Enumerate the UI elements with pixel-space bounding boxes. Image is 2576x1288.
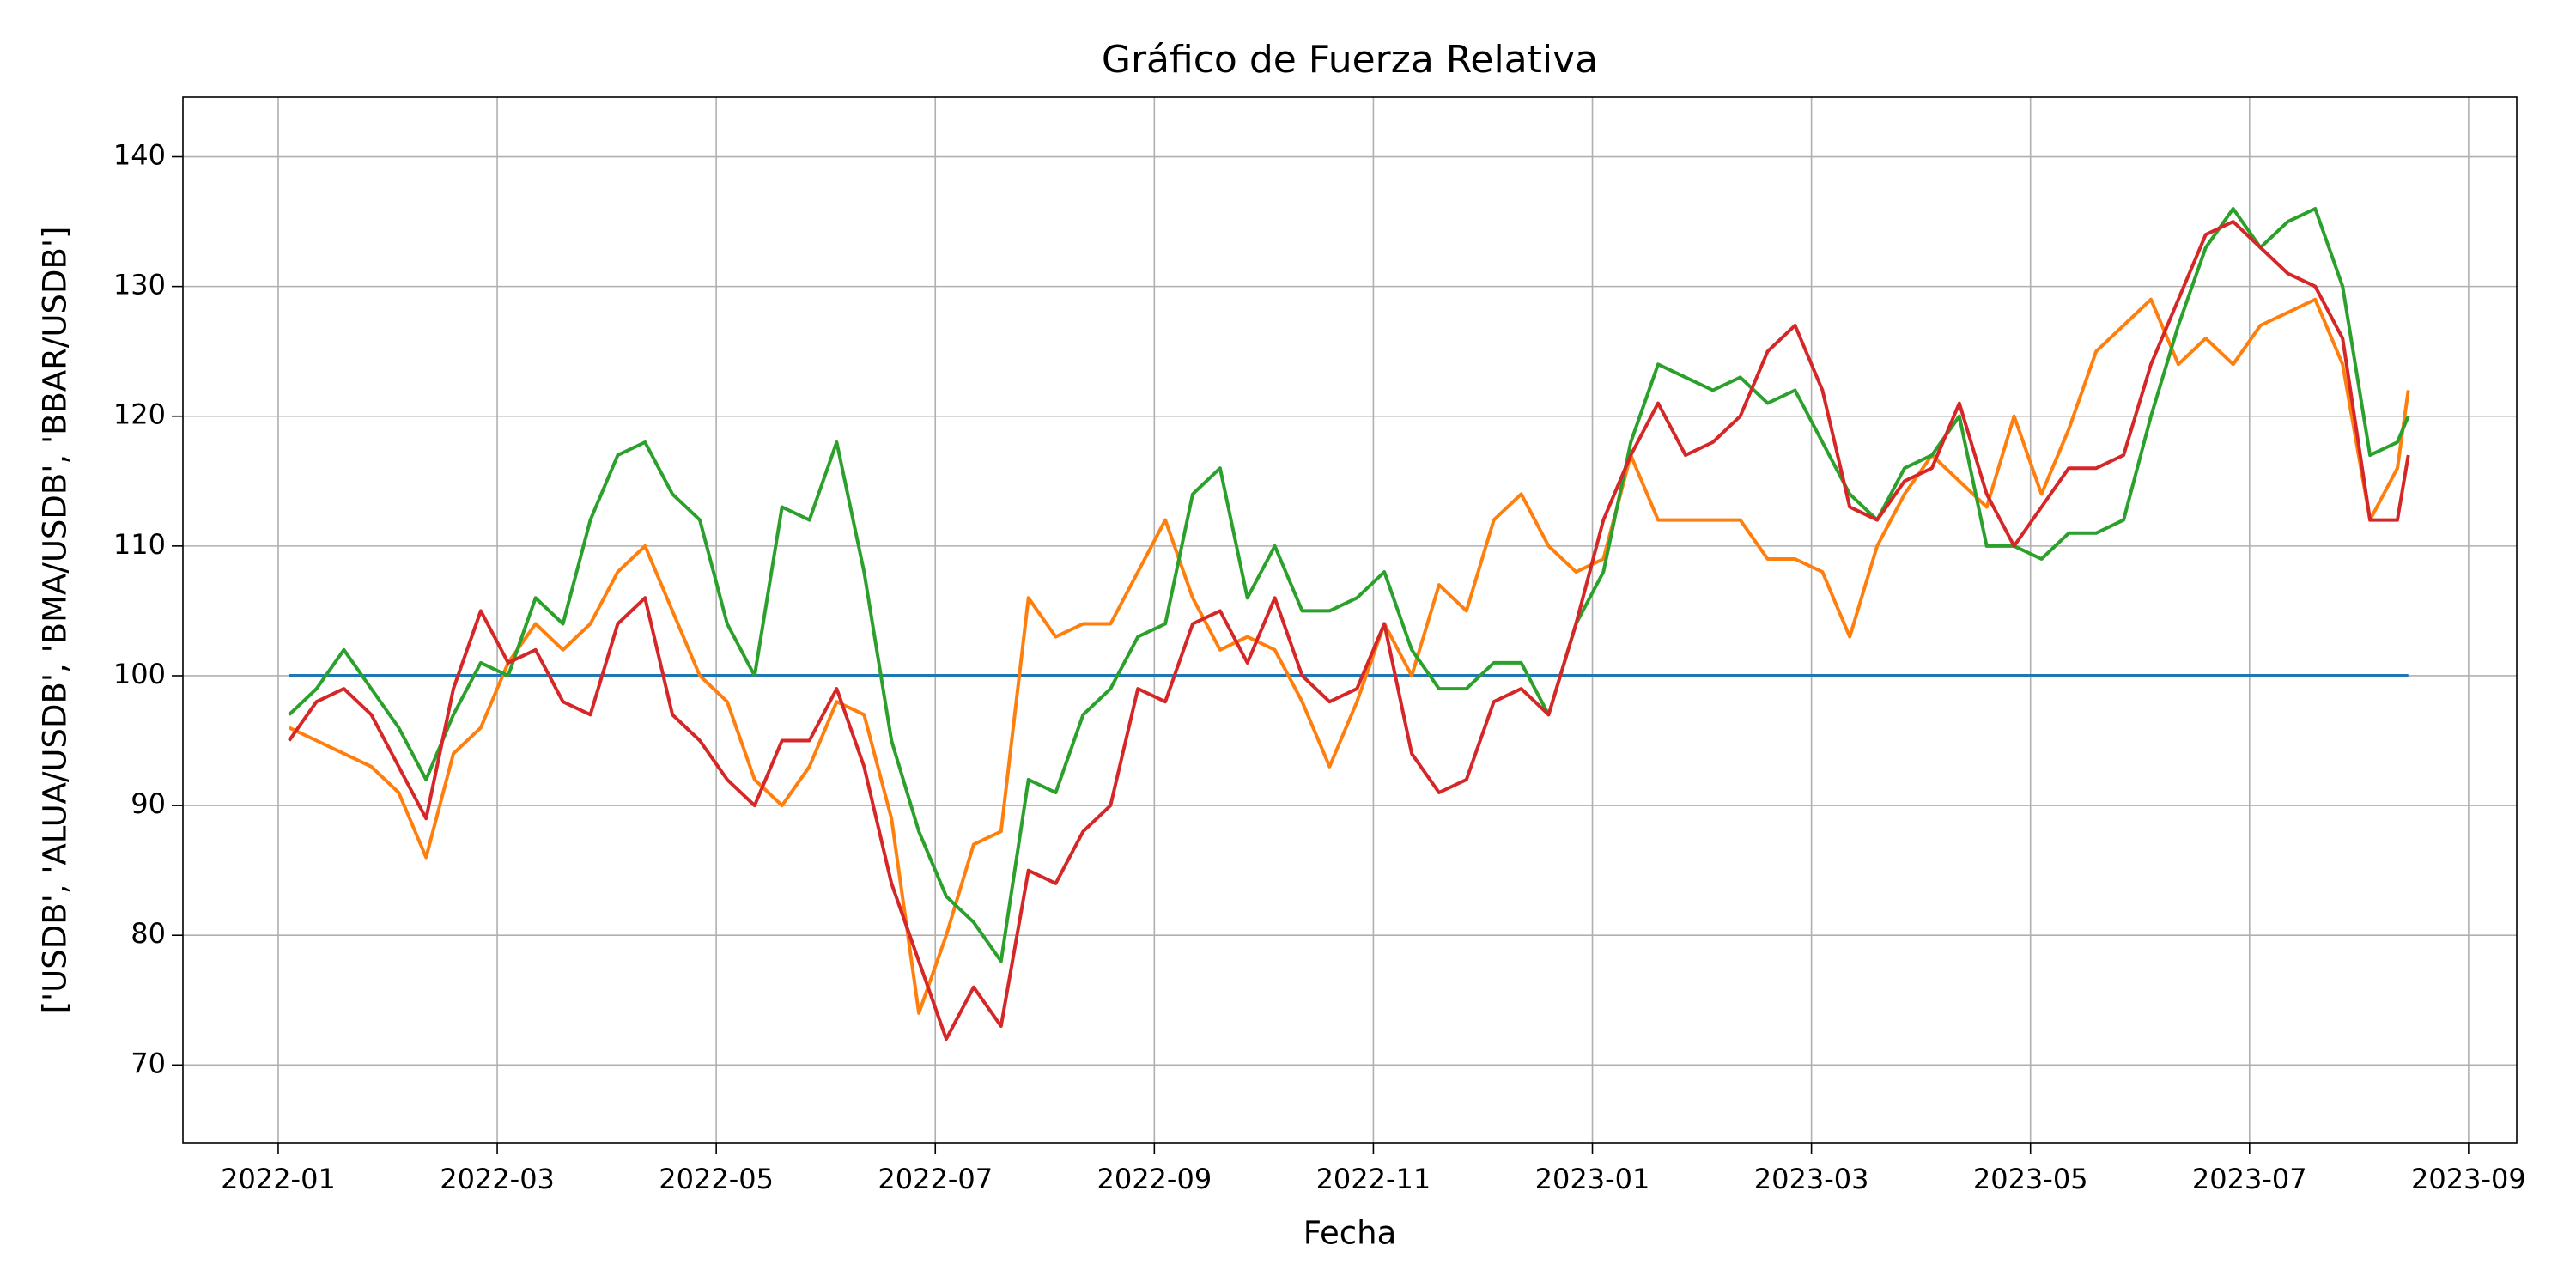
y-tick-label: 120 [113, 398, 166, 431]
chart-title: Gráfico de Fuerza Relativa [1102, 38, 1598, 82]
y-tick-label: 140 [113, 139, 166, 172]
y-tick-label: 90 [131, 787, 166, 820]
y-tick-label: 130 [113, 269, 166, 301]
x-tick-label: 2022-07 [878, 1163, 993, 1195]
y-tick-label: 110 [113, 528, 166, 561]
y-tick-label: 100 [113, 658, 166, 690]
x-tick-label: 2023-07 [2192, 1163, 2307, 1195]
y-tick-label: 80 [131, 917, 166, 950]
x-tick-label: 2023-01 [1535, 1163, 1650, 1195]
x-tick-label: 2023-09 [2411, 1163, 2526, 1195]
x-tick-label: 2022-01 [221, 1163, 336, 1195]
plot-frame [182, 96, 2518, 1144]
series-line [288, 207, 2410, 963]
x-tick-label: 2022-05 [659, 1163, 774, 1195]
x-tick-label: 2022-03 [440, 1163, 555, 1195]
y-axis-label: ['USDB', 'ALUA/USDB', 'BMA/USDB', 'BBAR/… [37, 227, 74, 1014]
y-tick-label: 70 [131, 1047, 166, 1079]
series-line [288, 297, 2410, 1015]
x-tick-label: 2022-11 [1316, 1163, 1431, 1195]
x-axis-label: Fecha [1303, 1215, 1397, 1252]
x-tick-label: 2023-05 [1973, 1163, 2088, 1195]
x-tick-label: 2023-03 [1754, 1163, 1869, 1195]
x-tick-label: 2022-09 [1097, 1163, 1212, 1195]
series-line [288, 220, 2410, 1042]
